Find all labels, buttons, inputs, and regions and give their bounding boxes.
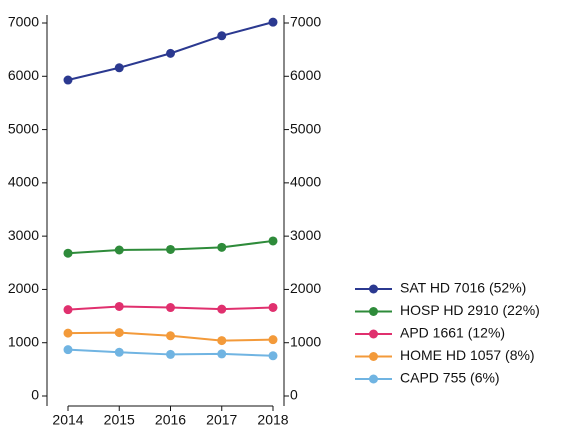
- legend-marker: [369, 284, 378, 294]
- legend-label: APD 1661 (12%): [400, 325, 505, 341]
- point: [63, 345, 73, 355]
- point: [166, 331, 175, 341]
- point: [217, 304, 227, 314]
- point: [166, 349, 175, 359]
- y2-tick-label: 0: [290, 387, 298, 403]
- y-tick-label: 6000: [8, 67, 39, 83]
- y-tick-label: 2000: [8, 280, 39, 296]
- point: [166, 48, 175, 58]
- y2-tick-label: 4000: [290, 174, 321, 190]
- point: [114, 347, 124, 357]
- x-tick-label: 2016: [155, 412, 186, 428]
- point: [166, 303, 175, 313]
- point: [268, 17, 278, 27]
- point: [268, 236, 278, 246]
- y-tick-label: 4000: [8, 174, 39, 190]
- point: [217, 31, 227, 41]
- legend-marker: [369, 374, 378, 384]
- point: [268, 351, 278, 361]
- y-tick-label: 0: [31, 387, 39, 403]
- point: [63, 305, 73, 315]
- y-tick-label: 7000: [8, 14, 39, 30]
- legend-label: HOME HD 1057 (8%): [400, 347, 535, 363]
- legend-label: HOSP HD 2910 (22%): [400, 302, 540, 318]
- y2-tick-label: 7000: [290, 14, 321, 30]
- x-tick-label: 2017: [206, 412, 237, 428]
- y2-tick-label: 6000: [290, 67, 321, 83]
- legend-marker: [369, 329, 378, 339]
- x-tick-label: 2018: [257, 412, 288, 428]
- point: [166, 244, 175, 254]
- point: [217, 349, 227, 359]
- point: [217, 336, 227, 346]
- point: [268, 302, 278, 312]
- point: [63, 248, 73, 258]
- point: [114, 245, 124, 255]
- legend-marker: [369, 307, 378, 316]
- legend-label: CAPD 755 (6%): [400, 370, 500, 386]
- legend-label: SAT HD 7016 (52%): [400, 280, 526, 296]
- y2-tick-label: 2000: [290, 280, 321, 296]
- point: [114, 328, 124, 338]
- y2-tick-label: 3000: [290, 227, 321, 243]
- y-tick-label: 5000: [8, 120, 39, 136]
- y-tick-label: 3000: [8, 227, 39, 243]
- x-tick-label: 2014: [52, 412, 83, 428]
- point: [63, 75, 73, 85]
- y2-tick-label: 5000: [290, 120, 321, 136]
- point: [217, 242, 227, 252]
- y-tick-label: 1000: [8, 333, 39, 349]
- point: [63, 328, 73, 338]
- x-tick-label: 2015: [104, 412, 135, 428]
- point: [114, 301, 124, 311]
- y2-tick-label: 1000: [290, 333, 321, 349]
- point: [268, 335, 278, 345]
- point: [114, 63, 124, 73]
- legend-marker: [369, 352, 378, 361]
